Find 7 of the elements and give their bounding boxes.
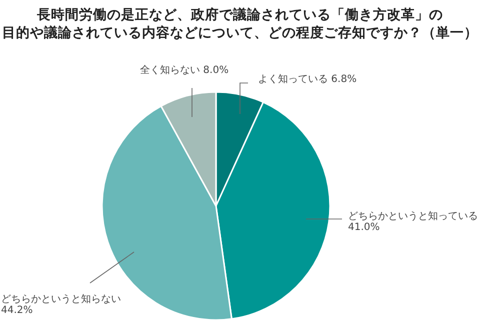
chart-title: 長時間労働の是正など、政府で議論されている「働き方改革」の目的や議論されている内容などについて、どの程度ご存知ですか？（単一） [2,6,478,41]
slice-label: 全く知らない 8.0% [140,64,229,76]
data-label: 41.0% [348,222,380,233]
slice-label: よく知っている 6.8% [258,73,357,85]
slice-label: どちらかというと知っている [348,210,478,222]
data-label: 44.2% [1,305,33,316]
slice-label: どちらかというと知らない [1,293,121,305]
